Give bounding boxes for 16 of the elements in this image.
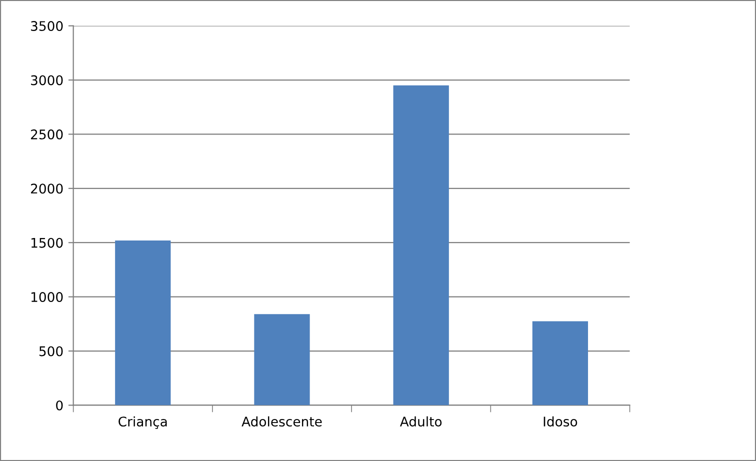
bar xyxy=(393,85,449,406)
bar xyxy=(254,314,310,406)
y-tick-label: 1500 xyxy=(31,238,63,248)
y-tick-label: 1000 xyxy=(31,292,63,302)
x-tick-label: Adulto xyxy=(400,416,442,427)
y-tick-label: 2000 xyxy=(30,184,63,194)
x-tick-label: Adolescente xyxy=(242,416,322,427)
y-tick-label: 500 xyxy=(39,346,63,356)
y-tick-label: 3000 xyxy=(31,75,63,86)
bar xyxy=(532,321,588,406)
y-tick-label: 0 xyxy=(56,400,63,410)
y-tick-label: 2500 xyxy=(30,129,63,140)
x-tick-label: Idoso xyxy=(544,416,578,427)
x-tick-label: Criança xyxy=(118,416,167,429)
bar xyxy=(115,240,171,406)
y-tick-label: 3500 xyxy=(31,21,63,32)
